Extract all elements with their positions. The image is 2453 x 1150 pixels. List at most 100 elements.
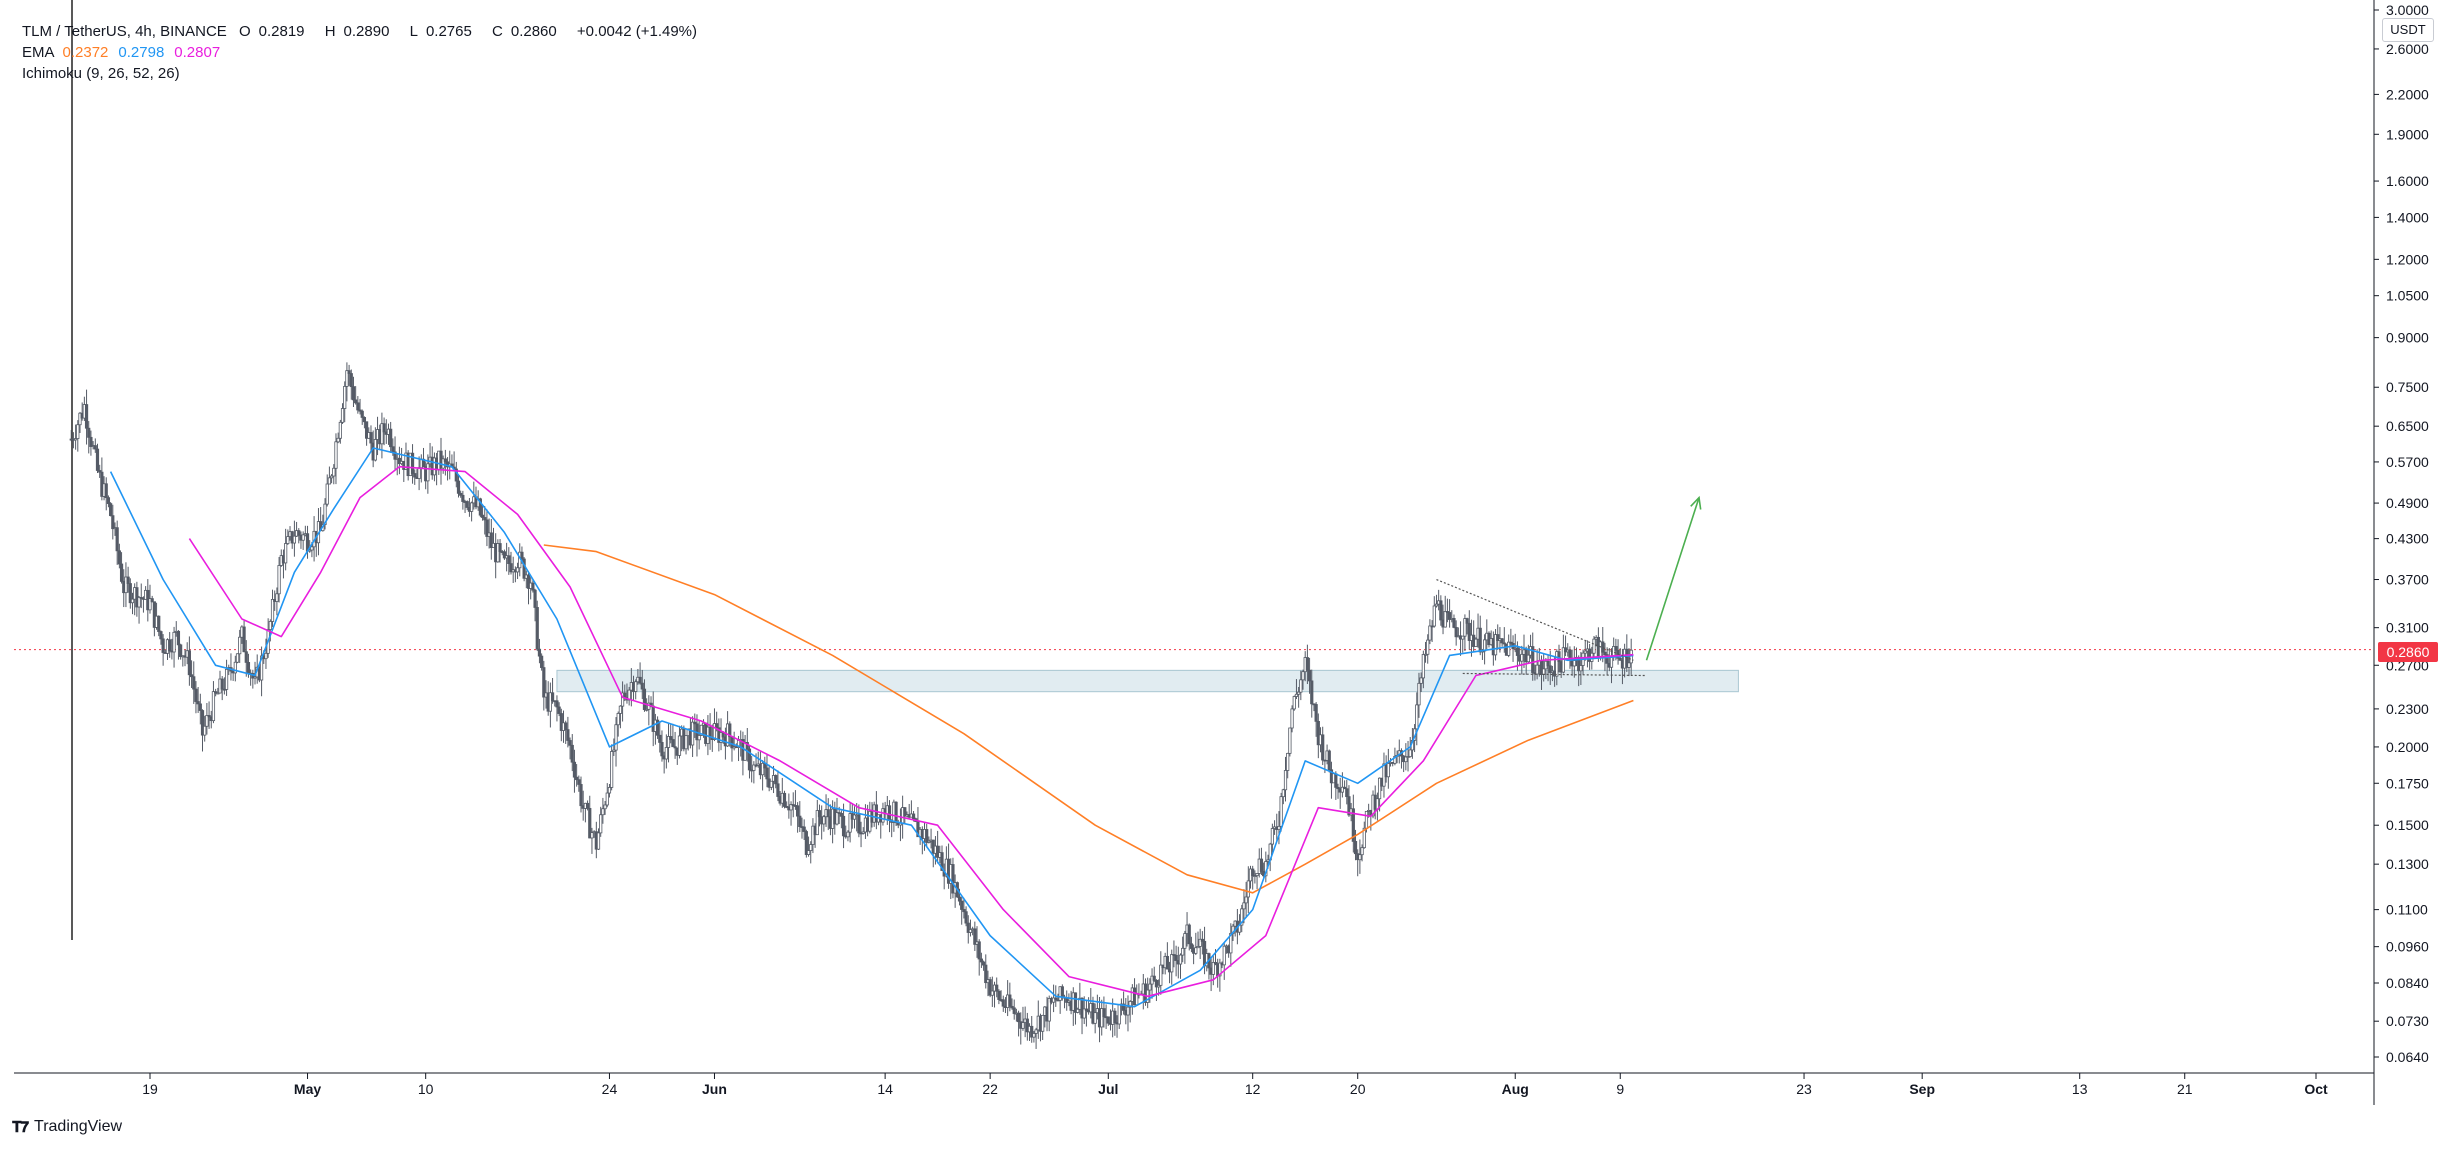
candle-body [960,900,964,910]
candle-body [380,423,384,445]
candle-body [715,723,719,729]
candle-body [1434,603,1439,607]
candle-body [1601,641,1605,653]
candle-body [1259,858,1264,872]
candle-body [192,676,196,690]
candle-body [413,473,417,478]
candle-body [152,601,156,628]
price-tick-label: 0.7500 [2386,379,2429,395]
candle-body [1421,654,1425,679]
currency-unit-button[interactable]: USDT [2382,18,2434,42]
candle-body [761,762,765,776]
candle-body [1614,646,1618,651]
candle-body [391,446,395,453]
candle-body [1609,656,1614,668]
candle-body [389,428,393,448]
candle-body [1251,868,1255,877]
candle-body [1054,997,1058,1001]
legend-ema-row[interactable]: EMA 0.2372 0.2798 0.2807 [22,42,705,63]
candle-body [1555,651,1559,677]
candle-body [1240,908,1244,926]
price-tick-label: 0.5700 [2386,454,2429,470]
candle-body [1448,612,1452,620]
price-tick-label: 2.2000 [2386,86,2429,102]
candle-body [1572,660,1576,667]
candle-body [1483,639,1487,652]
time-tick-label: Jul [1098,1081,1118,1097]
candle-body [235,653,240,663]
candle-body [1507,641,1511,656]
candle-body [1419,677,1423,684]
candle-body [964,911,968,924]
candle-body [861,831,865,834]
candle-body [106,497,111,504]
candle-body [533,589,537,608]
candle-body [769,780,773,788]
candle-body [988,979,992,996]
candle-body [441,458,445,469]
price-tick-label: 0.0960 [2386,939,2429,955]
candle-body [660,742,664,757]
candle-body [393,451,397,460]
last-price-label: 0.2860 [2378,642,2438,662]
triangle-upper-trendline [1436,578,1634,661]
price-tick-label: 0.2000 [2386,739,2429,755]
candle-body [658,734,662,743]
candle-body [1080,997,1084,1019]
candle-body [336,437,340,443]
candle-body [1301,671,1305,681]
candle-body [822,816,826,825]
candle-body [179,644,183,657]
candle-body [903,807,907,817]
candle-body [887,805,892,821]
ema1-value: 0.2372 [62,44,109,61]
candle-body [502,551,507,559]
candle-body [940,852,944,871]
candle-body [719,732,723,743]
candle-body [1157,984,1161,988]
candle-body [111,515,115,530]
candle-body [301,534,305,541]
tradingview-logo[interactable]: 𝐓𝟕 TradingView [12,1118,122,1136]
candle-body [325,483,329,505]
candle-body [1310,680,1314,705]
price-tick-label: 0.0640 [2386,1049,2429,1065]
high-value: 0.2890 [343,23,390,40]
candle-body [1047,998,1051,1022]
candle-body [1520,653,1524,662]
candle-body [1627,662,1631,668]
candle-body [936,845,940,858]
candle-body [211,691,216,722]
tradingview-logo-icon: 𝐓𝟕 [12,1118,29,1136]
candle-body [1170,954,1174,973]
tradingview-logo-text: TradingView [34,1118,123,1135]
candle-body [1253,875,1257,877]
candle-body [699,724,703,736]
candle-body [752,764,756,771]
candle-body [373,439,377,461]
candle-body [835,812,839,825]
candle-body [614,724,618,751]
candle-body [1428,625,1432,641]
candle-body [456,480,461,494]
candle-body [489,532,493,548]
price-tick-label: 1.6000 [2386,173,2429,189]
candle-body [1408,749,1412,757]
candle-body [139,597,143,599]
candle-body [1174,954,1178,961]
candle-body [520,551,524,560]
candle-body [645,708,649,711]
candle-body [776,783,780,797]
price-tick-label: 0.3700 [2386,572,2429,588]
candlestick-series [69,362,1633,1049]
candle-body [1113,1010,1117,1024]
candle-body [84,404,89,429]
candle-body [852,814,857,820]
candle-body [264,652,268,660]
time-tick-label: 20 [1350,1081,1366,1097]
candle-body [984,964,988,984]
candle-body [848,813,852,833]
legend-ichimoku-row[interactable]: Ichimoku (9, 26, 52, 26) [22,63,705,84]
symbol-title[interactable]: TLM / TetherUS, 4h, BINANCE [22,23,227,40]
